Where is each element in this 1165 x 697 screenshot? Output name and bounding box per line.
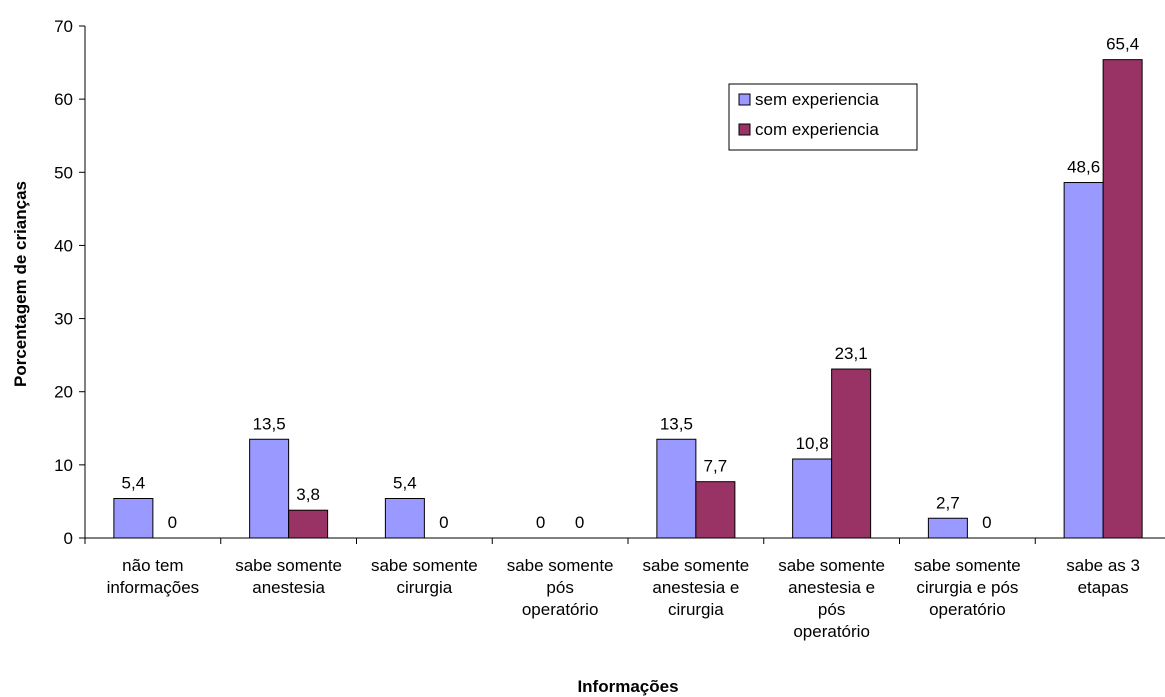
data-label: 13,5	[253, 414, 286, 433]
bar	[288, 509, 329, 539]
y-tick-label: 0	[64, 529, 73, 548]
y-tick-label: 50	[54, 163, 73, 182]
y-tick-label: 40	[54, 236, 73, 255]
data-label: 7,7	[704, 457, 728, 476]
x-category-label: não tem informações	[107, 556, 200, 597]
x-axis-title: Informações	[577, 677, 678, 696]
bar	[249, 438, 290, 539]
data-label: 23,1	[835, 344, 868, 363]
x-category-label: sabe somente pós operatório	[507, 556, 614, 619]
data-label: 2,7	[936, 493, 960, 512]
bar	[695, 481, 736, 539]
x-category-label: sabe somente anestesia	[235, 556, 342, 597]
data-label: 13,5	[660, 414, 693, 433]
data-label: 0	[982, 513, 991, 532]
data-label: 65,4	[1106, 35, 1139, 54]
data-label: 0	[536, 513, 545, 532]
legend-swatch	[738, 93, 751, 106]
legend-box	[728, 83, 918, 151]
y-tick-label: 20	[54, 383, 73, 402]
y-tick-label: 60	[54, 90, 73, 109]
x-category-label: sabe somente anestesia e cirurgia	[642, 556, 749, 619]
y-tick-label: 10	[54, 456, 73, 475]
bar	[792, 458, 833, 539]
y-tick-label: 30	[54, 310, 73, 329]
bars	[113, 59, 1143, 539]
x-category-label: sabe somente cirurgia	[371, 556, 478, 597]
bar	[656, 438, 697, 539]
legend-label: com experiencia	[755, 120, 879, 139]
legend-swatch	[738, 123, 751, 136]
bar	[384, 498, 425, 539]
legend: sem experiencia com experiencia	[728, 83, 918, 151]
bar	[927, 517, 968, 539]
x-category-label: sabe somente cirurgia e pós operatório	[914, 556, 1021, 619]
bar	[1102, 59, 1143, 539]
data-label: 3,8	[296, 485, 320, 504]
data-labels: 5,4 13,5 5,4 0 13,5 10,8 2,7 48,6 0 3,8 0 0 7,7 23,1 0…	[122, 35, 1140, 532]
data-label: 0	[168, 513, 177, 532]
data-label: 5,4	[122, 474, 146, 493]
y-axis-title: Porcentagem de crianças	[11, 181, 30, 387]
data-label: 10,8	[796, 434, 829, 453]
y-axis: 0 10 20 30 40 50 60 70	[54, 17, 86, 548]
y-tick-label: 70	[54, 17, 73, 36]
x-category-label: sabe somente anestesia e pós operatório	[778, 556, 885, 641]
data-label: 0	[575, 513, 584, 532]
bar	[831, 368, 872, 539]
data-label: 48,6	[1067, 158, 1100, 177]
data-label: 5,4	[393, 474, 417, 493]
legend-label: sem experiencia	[755, 90, 879, 109]
bar	[1063, 182, 1104, 539]
x-category-label: sabe as 3 etapas	[1066, 556, 1140, 597]
bar	[113, 498, 154, 539]
data-label: 0	[439, 513, 448, 532]
x-axis: não tem informações sabe somente anestesia s…	[84, 537, 1165, 641]
